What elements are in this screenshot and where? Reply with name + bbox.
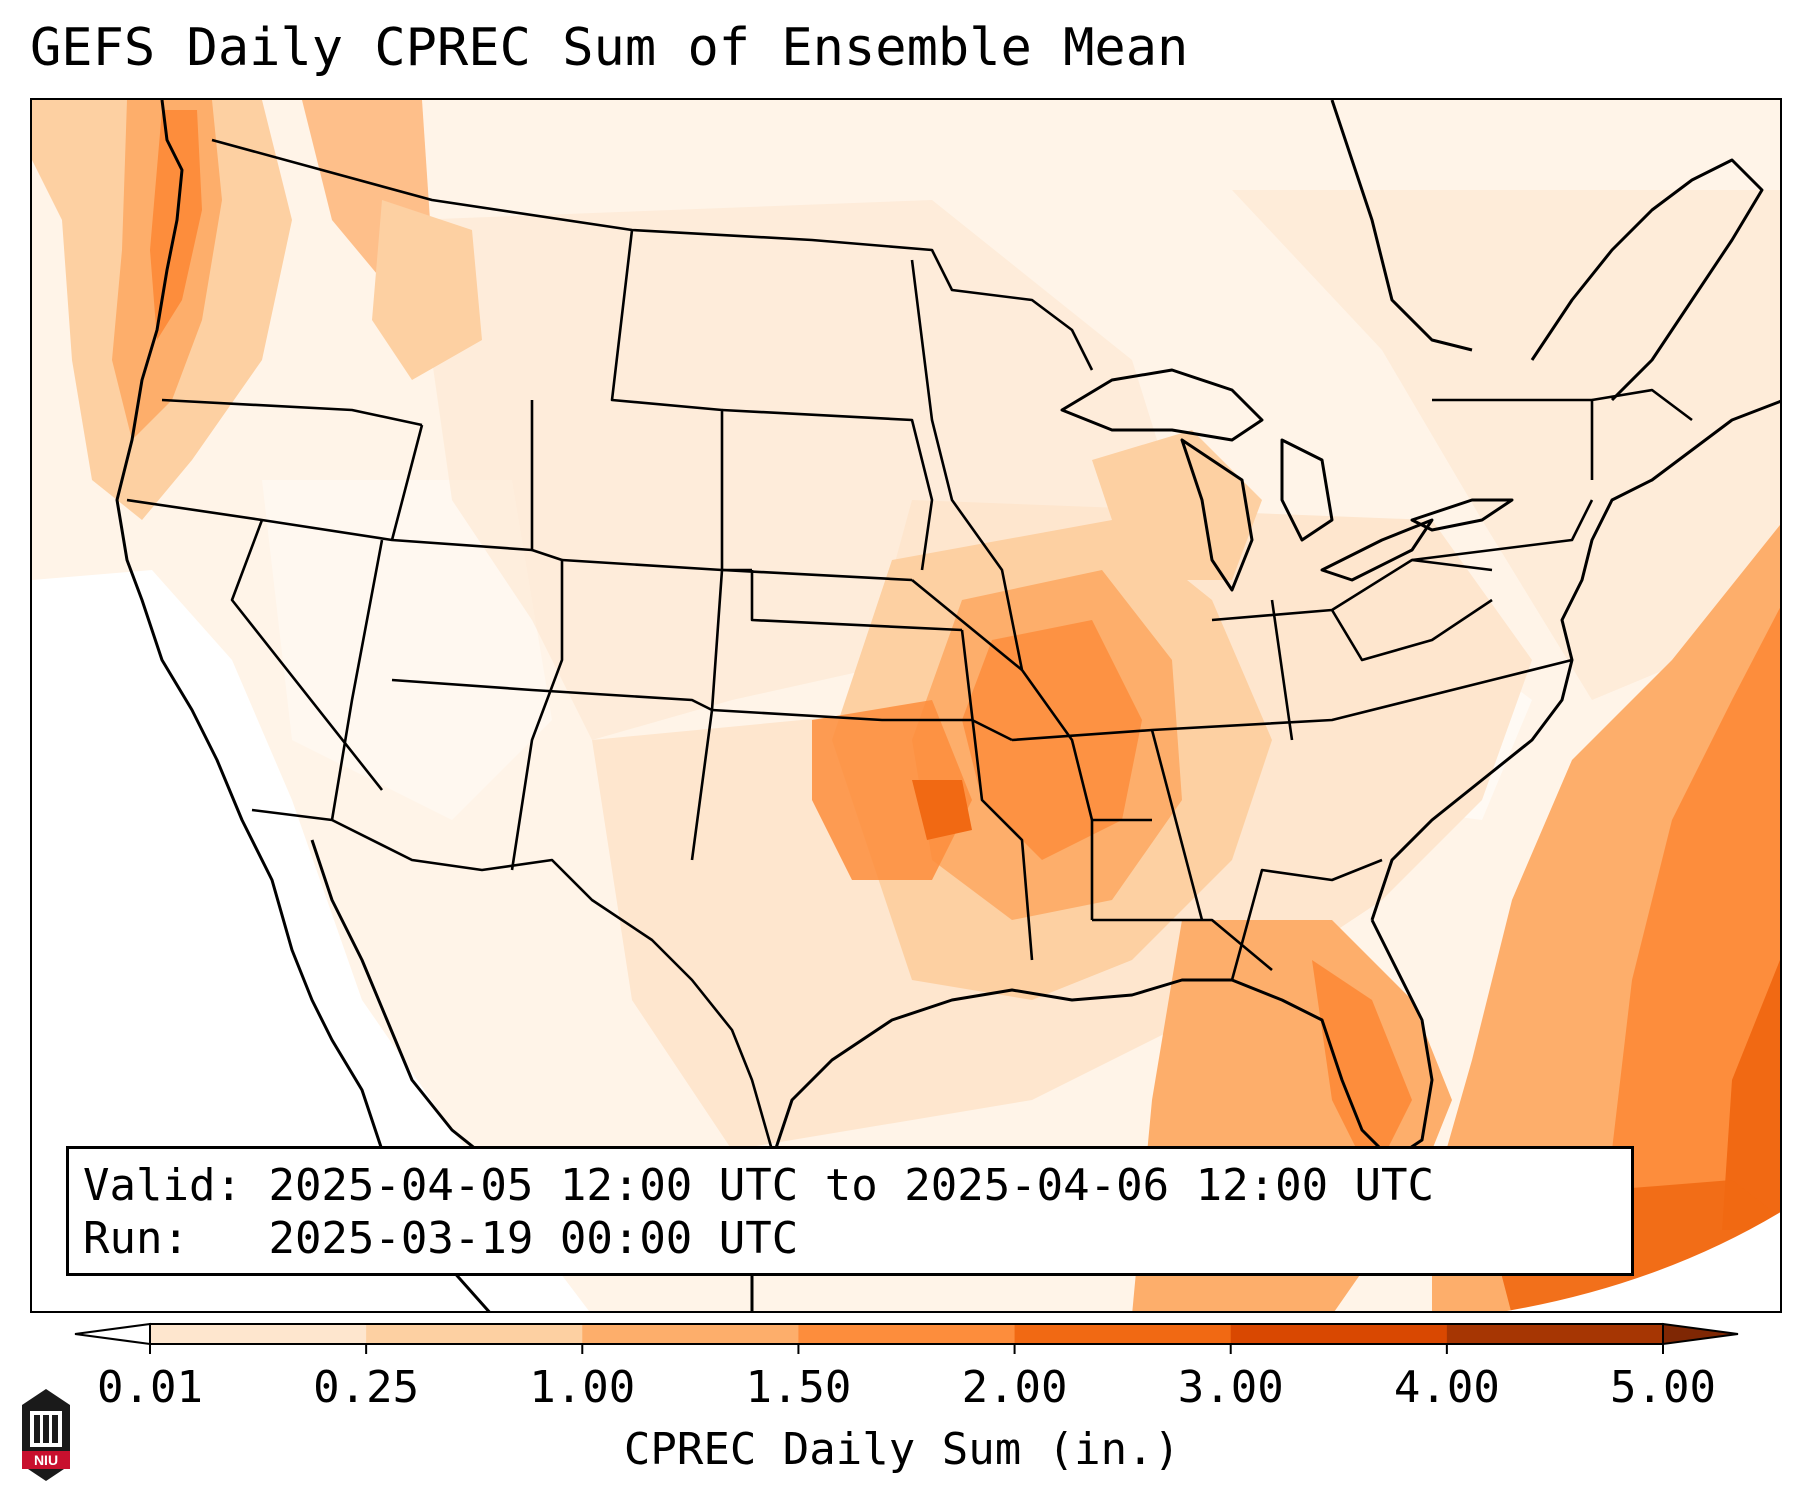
colorbar-segment xyxy=(798,1324,1016,1344)
valid-info-box: Valid: 2025-04-05 12:00 UTC to 2025-04-0… xyxy=(66,1146,1634,1276)
colorbar-tick-label: 2.00 xyxy=(961,1362,1068,1413)
niu-logo: NIU xyxy=(22,1389,70,1481)
colorbar-tick-label: 0.25 xyxy=(313,1362,420,1413)
colorbar-tick-label: 3.00 xyxy=(1177,1362,1284,1413)
colorbar-segment xyxy=(1014,1324,1232,1344)
colorbar-ticks xyxy=(149,1344,1664,1354)
colorbar-segment xyxy=(1446,1324,1664,1344)
colorbar-under-arrow xyxy=(74,1322,151,1346)
colorbar-tick-label: 4.00 xyxy=(1393,1362,1500,1413)
colorbar-segment xyxy=(1230,1324,1448,1344)
colorbar-outline xyxy=(149,1323,1664,1345)
colorbar xyxy=(74,1322,1739,1354)
run-label: Run: xyxy=(83,1213,189,1264)
page-title: GEFS Daily CPREC Sum of Ensemble Mean xyxy=(30,18,1189,78)
colorbar-tick-label: 1.00 xyxy=(529,1362,636,1413)
colorbar-segment xyxy=(366,1324,583,1344)
run-line: Run: 2025-03-19 00:00 UTC xyxy=(83,1212,1631,1265)
colorbar-segment xyxy=(582,1324,799,1344)
valid-label: Valid: xyxy=(83,1160,242,1211)
valid-line: Valid: 2025-04-05 12:00 UTC to 2025-04-0… xyxy=(83,1159,1631,1212)
colorbar-segments xyxy=(74,1322,1739,1346)
precipitation-map[interactable] xyxy=(32,100,1782,1313)
coastlines xyxy=(115,100,1780,1311)
colorbar-tick-label: 1.50 xyxy=(745,1362,852,1413)
colorbar-tick-label: 0.01 xyxy=(97,1362,203,1413)
colorbar-tick-label: 5.00 xyxy=(1610,1362,1716,1413)
map-panel[interactable] xyxy=(30,98,1782,1313)
state-borders xyxy=(126,138,1693,1151)
logo-text: NIU xyxy=(34,1452,58,1468)
valid-value: 2025-04-05 12:00 UTC to 2025-04-06 12:00… xyxy=(268,1160,1435,1211)
run-value: 2025-03-19 00:00 UTC xyxy=(268,1213,799,1264)
colorbar-label: CPREC Daily Sum (in.) xyxy=(623,1424,1181,1475)
colorbar-over-arrow xyxy=(1662,1322,1739,1346)
colorbar-segment xyxy=(150,1324,367,1344)
precipitation-field xyxy=(32,100,1780,1311)
